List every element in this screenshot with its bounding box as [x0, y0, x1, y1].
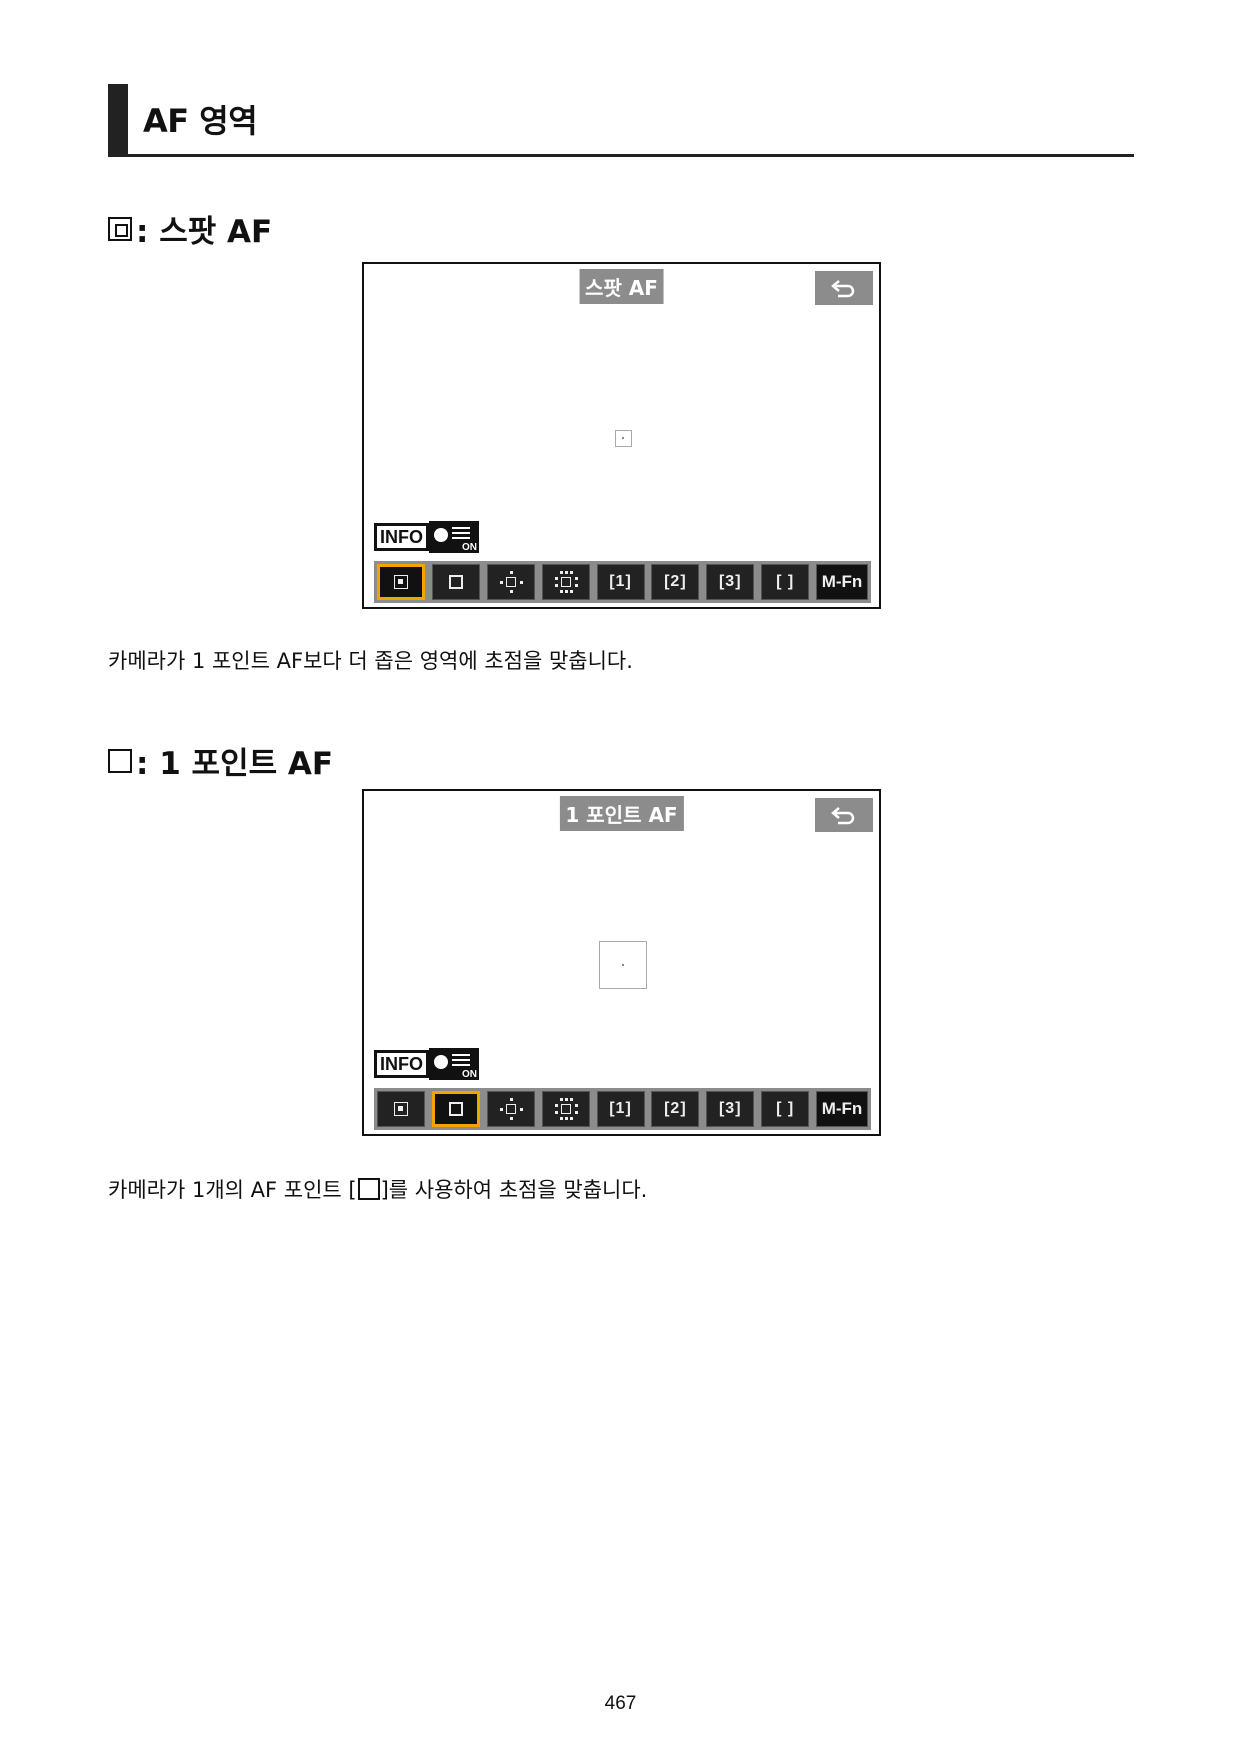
mode-expand-around[interactable] — [541, 1091, 590, 1127]
info-button[interactable]: INFO — [374, 1050, 429, 1078]
section-heading-1-point-af: : 1 포인트 AF — [108, 738, 333, 783]
spot-af-frame — [615, 430, 632, 447]
flexible-zone-1-icon: [1] — [609, 573, 632, 590]
m-fn-button[interactable]: M-Fn — [816, 564, 868, 600]
mode-zone-1[interactable]: [1] — [596, 564, 645, 600]
flexible-zone-3-icon: [3] — [718, 1100, 742, 1117]
back-button[interactable] — [815, 798, 873, 832]
return-arrow-icon — [831, 280, 855, 298]
mode-title: 스팟 AF — [579, 269, 664, 304]
page-title: AF 영역 — [143, 102, 258, 140]
mode-zone-1[interactable]: [1] — [596, 1091, 645, 1127]
camera-screen-spot-af: 스팟 AF INFO ON — [362, 262, 881, 609]
mode-expand-cross[interactable] — [486, 564, 535, 600]
title-divider — [108, 154, 1134, 157]
mode-zone-2[interactable]: [2] — [651, 1091, 700, 1127]
section-heading-text: : 스팟 AF — [136, 214, 273, 250]
expand-af-cross-icon — [498, 1098, 524, 1120]
flexible-zone-3-icon: [3] — [718, 573, 742, 590]
flexible-zone-2-icon: [2] — [664, 573, 687, 590]
mode-title: 1 포인트 AF — [559, 796, 684, 831]
1-point-af-icon — [357, 1178, 380, 1200]
mode-1-point-af[interactable] — [431, 564, 480, 600]
caption-1-point-af: 카메라가 1개의 AF 포인트 [ ]를 사용하여 초점을 맞춥니다. — [108, 1174, 647, 1204]
1-point-af-icon — [448, 575, 463, 589]
mode-expand-cross[interactable] — [486, 1091, 535, 1127]
section-heading-spot-af: : 스팟 AF — [108, 206, 272, 251]
af-mode-bar: [1] [2] [3] [ ] M-Fn — [374, 1088, 871, 1130]
spot-af-icon — [108, 216, 132, 241]
whole-area-af-icon: [ ] — [776, 1100, 795, 1117]
info-row: INFO ON — [374, 521, 479, 553]
1-point-af-frame — [599, 941, 647, 989]
flexible-zone-2-icon: [2] — [664, 1100, 687, 1117]
flexible-zone-1-icon: [1] — [609, 1100, 632, 1117]
info-button[interactable]: INFO — [374, 523, 429, 551]
whole-area-af-icon: [ ] — [776, 573, 795, 590]
mode-whole-area[interactable]: [ ] — [761, 564, 810, 600]
caption-text-after: ]를 사용하여 초점을 맞춥니다. — [380, 1178, 648, 1202]
spot-af-icon — [394, 575, 408, 589]
af-on-icon: ON — [429, 1048, 479, 1080]
mode-zone-3[interactable]: [3] — [706, 564, 755, 600]
mode-spot-af[interactable] — [377, 564, 425, 600]
mode-zone-3[interactable]: [3] — [706, 1091, 755, 1127]
mode-spot-af[interactable] — [377, 1091, 425, 1127]
title-accent-bar — [108, 84, 128, 156]
caption-spot-af: 카메라가 1 포인트 AF보다 더 좁은 영역에 초점을 맞춥니다. — [108, 649, 633, 673]
section-heading-text: : 1 포인트 AF — [136, 746, 334, 782]
expand-af-around-icon — [553, 1098, 579, 1120]
page-number: 467 — [604, 1693, 637, 1714]
expand-af-around-icon — [553, 571, 579, 593]
1-point-af-icon — [448, 1102, 463, 1116]
back-button[interactable] — [815, 271, 873, 305]
expand-af-cross-icon — [498, 571, 524, 593]
af-on-label: ON — [462, 542, 477, 553]
mode-1-point-af[interactable] — [431, 1091, 480, 1127]
af-on-icon: ON — [429, 521, 479, 553]
af-on-label: ON — [462, 1069, 477, 1080]
af-mode-bar: [1] [2] [3] [ ] M-Fn — [374, 561, 871, 603]
1-point-af-icon — [108, 748, 132, 773]
return-arrow-icon — [831, 807, 855, 825]
camera-screen-1-point-af: 1 포인트 AF INFO ON — [362, 789, 881, 1136]
mode-zone-2[interactable]: [2] — [651, 564, 700, 600]
mode-whole-area[interactable]: [ ] — [761, 1091, 810, 1127]
info-row: INFO ON — [374, 1048, 479, 1080]
mode-expand-around[interactable] — [541, 564, 590, 600]
m-fn-button[interactable]: M-Fn — [816, 1091, 868, 1127]
spot-af-icon — [394, 1102, 408, 1116]
caption-text-before: 카메라가 1개의 AF 포인트 [ — [108, 1178, 357, 1202]
